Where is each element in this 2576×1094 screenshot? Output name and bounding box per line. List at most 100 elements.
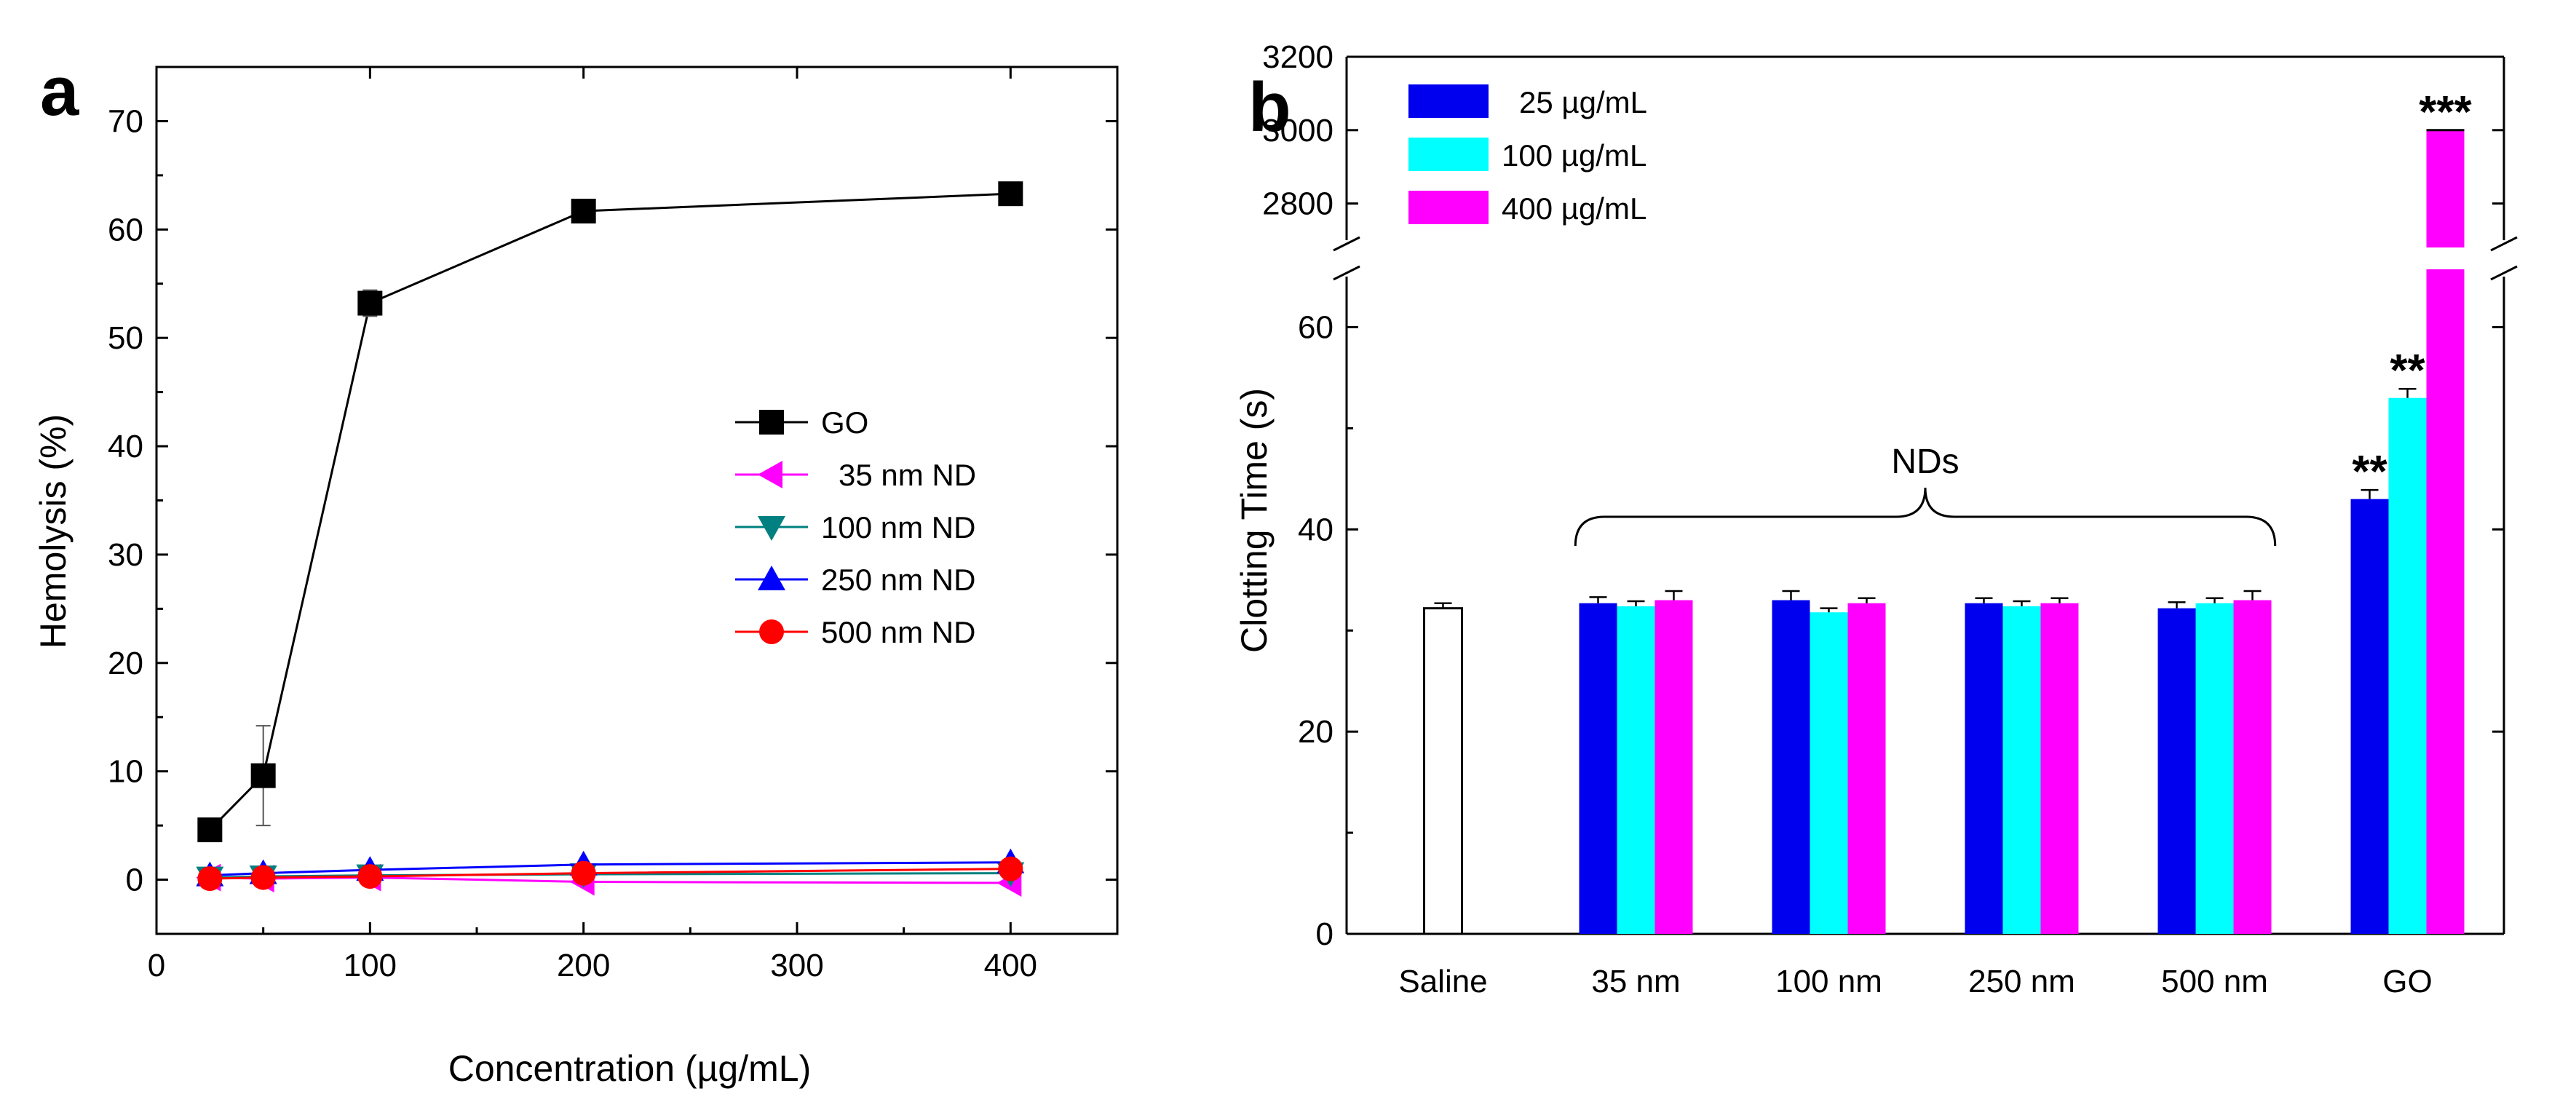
data-point — [998, 856, 1023, 881]
legend-label: 100 nm ND — [821, 510, 975, 544]
bar-250-nm — [2040, 603, 2079, 934]
panel-a-y-axis-title: Hemolysis (%) — [33, 414, 74, 649]
x-tick-label-500-nm: 500 nm — [2161, 964, 2268, 999]
y-tick-label: 60 — [1298, 309, 1333, 345]
y-tick-label: 3200 — [1262, 39, 1333, 75]
legend-swatch — [1408, 191, 1489, 224]
bar-35-nm — [1617, 606, 1655, 934]
panel-b-letter: b — [1248, 68, 1291, 146]
data-point — [250, 763, 276, 788]
legend-label: 500 nm ND — [821, 615, 975, 649]
x-tick-label-saline: Saline — [1398, 964, 1487, 999]
legend-entry-250-nm-nd: 250 nm ND — [735, 563, 975, 597]
axis-break-mark-right — [2490, 236, 2518, 252]
series-35-nm-nd — [196, 863, 1022, 897]
significance-400-g-ml: *** — [2419, 87, 2472, 138]
legend-marker — [759, 619, 784, 644]
panel-a-series — [196, 181, 1025, 897]
y-tick-label: 40 — [108, 429, 143, 464]
panel-b-bars — [1423, 129, 2465, 935]
y-tick-label: 30 — [108, 537, 143, 573]
nds-group-brace — [1574, 487, 2277, 547]
x-tick-label-250-nm: 250 nm — [1968, 964, 2075, 999]
bar-go — [2426, 269, 2465, 934]
bar-100-nm — [1847, 603, 1886, 934]
y-tick-label: 2800 — [1262, 186, 1333, 222]
legend-entry-25-g-ml: 25 µg/mL — [1408, 84, 1647, 119]
series-100-g-ml — [1617, 387, 2427, 934]
legend-label: GO — [821, 405, 868, 440]
data-point — [571, 199, 596, 224]
panel-a-axes: 0 100 200 300 400 0 10 20 30 40 50 60 70 — [108, 66, 1119, 983]
panel-b-axes: 0 20 40 60 2800 3000 3200 Saline 35 nm 100 nm 250 … — [1262, 39, 2518, 999]
data-point — [197, 866, 223, 892]
bar-250-nm — [1965, 603, 2003, 934]
legend-label: 250 nm ND — [821, 563, 975, 597]
series-250-nm-nd — [196, 848, 1025, 887]
x-tick-label: 200 — [557, 948, 610, 983]
legend-marker — [758, 516, 785, 541]
bar-250-nm — [2002, 606, 2041, 934]
series-400-g-ml — [1654, 129, 2465, 934]
legend-entry-go: GO — [735, 405, 868, 440]
series-line — [210, 876, 1011, 884]
bar-500-nm — [2195, 603, 2234, 934]
x-tick-label: 300 — [770, 948, 823, 983]
bar-500-nm — [2157, 608, 2196, 934]
data-point — [197, 817, 223, 843]
legend-entry-100-g-ml: 100 µg/mL — [1408, 138, 1646, 173]
y-tick-label: 10 — [108, 754, 143, 790]
legend-swatch — [1408, 138, 1489, 171]
bar-saline — [1423, 607, 1463, 935]
panel-b-annotations: NDs ******* — [1574, 87, 2473, 547]
bar-35-nm — [1654, 600, 1693, 934]
legend-label: 400 µg/mL — [1502, 191, 1646, 226]
bar-500-nm — [2233, 600, 2272, 934]
panel-a-letter: a — [40, 52, 79, 130]
y-tick-label: 20 — [108, 646, 143, 681]
data-point — [998, 181, 1023, 207]
data-point — [250, 865, 276, 890]
x-tick-label: 400 — [984, 948, 1037, 983]
legend-entry-100-nm-nd: 100 nm ND — [735, 510, 975, 544]
y-tick-label: 50 — [108, 320, 143, 356]
legend-marker — [758, 566, 785, 590]
series-25-g-ml — [1579, 488, 2389, 934]
panel-a-plot-frame — [155, 66, 1119, 935]
legend-swatch — [1408, 84, 1489, 118]
nds-label: NDs — [1891, 443, 1959, 481]
axis-break-mark-left — [1333, 236, 1360, 252]
data-point — [571, 860, 596, 886]
panel-a-x-axis-title: Concentration (µg/mL) — [448, 1048, 811, 1089]
axis-break-mark-left — [1333, 265, 1360, 281]
y-tick-label: 0 — [1316, 916, 1333, 952]
panel-b-y-axis-title: Clotting Time (s) — [1234, 388, 1275, 653]
legend-marker — [758, 461, 782, 488]
bar-go-upper — [2426, 130, 2465, 247]
panel-b: b 0 20 40 60 2800 3000 3200 Saline 35 nm 100 nm 25… — [1234, 39, 2518, 999]
data-point — [357, 290, 383, 316]
y-tick-label: 20 — [1298, 714, 1333, 750]
panel-a-legend: GO 35 nm ND 100 nm ND 250 nm ND 500 nm ND — [735, 405, 976, 649]
significance-25-g-ml: ** — [2352, 447, 2387, 497]
series-500-nm-nd — [197, 856, 1023, 892]
x-tick-label: 0 — [148, 948, 165, 983]
data-point — [357, 864, 383, 889]
panel-a: a 0 100 200 300 400 0 10 20 30 40 50 60 70 GO 35 nm N… — [33, 52, 1119, 1089]
x-tick-label-100-nm: 100 nm — [1775, 964, 1882, 999]
legend-marker — [759, 410, 784, 435]
series-go — [197, 181, 1023, 843]
bar-35-nm — [1579, 603, 1617, 934]
x-tick-label-35-nm: 35 nm — [1591, 964, 1680, 999]
y-tick-label: 0 — [126, 863, 143, 898]
y-tick-label: 70 — [108, 103, 143, 139]
bar-100-nm — [1810, 612, 1848, 934]
bar-go — [2350, 499, 2389, 934]
y-tick-label: 60 — [108, 212, 143, 247]
significance-100-g-ml: ** — [2390, 346, 2425, 396]
x-tick-label: 100 — [344, 948, 397, 983]
axis-break-mark-right — [2490, 265, 2518, 281]
legend-label: 25 µg/mL — [1519, 85, 1647, 119]
legend-label: 100 µg/mL — [1502, 138, 1646, 173]
